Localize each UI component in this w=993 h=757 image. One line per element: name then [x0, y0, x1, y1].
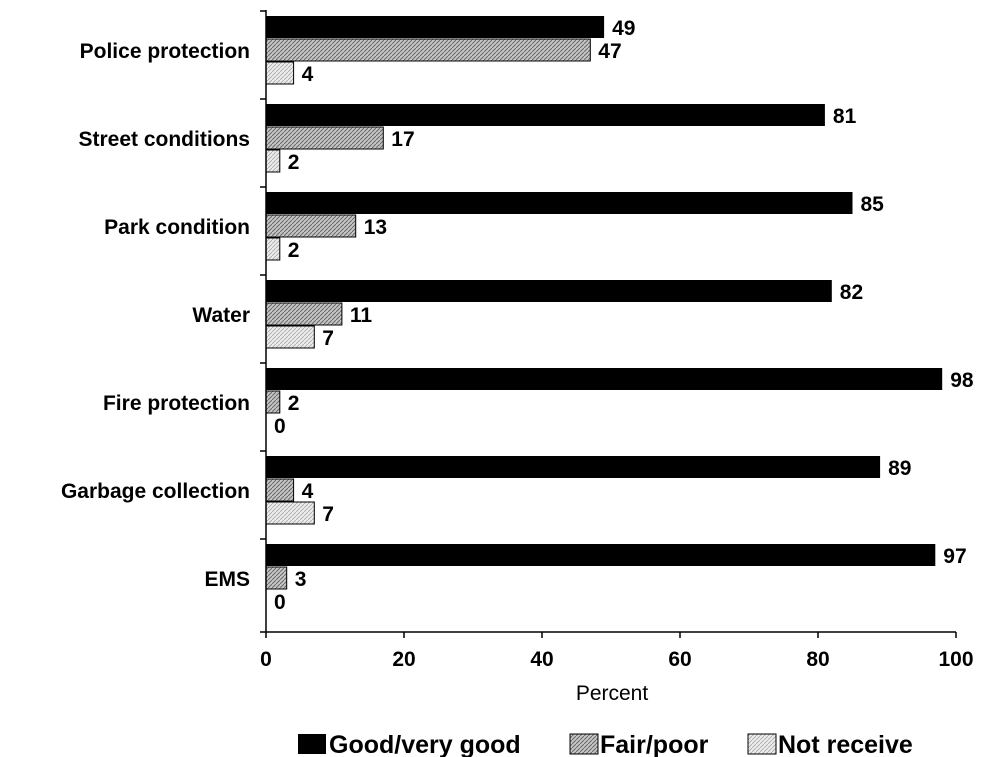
category-label-ems: EMS: [204, 568, 250, 591]
bar-fire-protection-good-very-good: [266, 368, 943, 390]
legend-label-good-very-good: Good/very good: [329, 731, 521, 757]
category-label-garbage-collection: Garbage collection: [61, 480, 250, 503]
x-tick-label-80: 80: [806, 648, 829, 671]
bar-street-conditions-not-receive: [265, 149, 281, 173]
data-label-water-fair-poor: 11: [350, 304, 373, 327]
category-label-fire-protection: Fire protection: [103, 392, 250, 415]
bar-ems-fair-poor: [265, 566, 288, 590]
data-label-ems-fair-poor: 3: [295, 568, 307, 591]
data-label-police-protection-not-receive: 4: [302, 63, 314, 86]
bar-police-protection-good-very-good: [266, 16, 605, 38]
x-tick-label-40: 40: [530, 648, 553, 671]
x-tick-label-0: 0: [260, 648, 272, 671]
bar-water-good-very-good: [266, 280, 832, 302]
data-label-fire-protection-fair-poor: 2: [288, 392, 300, 415]
bar-police-protection-fair-poor: [265, 38, 591, 62]
bar-garbage-collection-fair-poor: [265, 478, 295, 502]
legend-label-fair-poor: Fair/poor: [600, 731, 709, 757]
bars-layer: [265, 16, 943, 590]
legend: Good/very good Fair/poor Not receive: [298, 731, 913, 757]
legend-label-not-receive: Not receive: [778, 731, 913, 757]
data-label-fire-protection-not-receive: 0: [274, 415, 286, 438]
bar-police-protection-not-receive: [265, 61, 295, 85]
data-label-garbage-collection-good-very-good: 89: [888, 457, 911, 480]
data-label-ems-good-very-good: 97: [943, 545, 966, 568]
data-label-water-good-very-good: 82: [840, 281, 863, 304]
data-label-water-not-receive: 7: [322, 327, 334, 350]
data-label-street-conditions-not-receive: 2: [288, 151, 300, 174]
bar-fire-protection-fair-poor: [265, 390, 281, 414]
bar-water-fair-poor: [265, 302, 343, 326]
bar-street-conditions-fair-poor: [265, 126, 384, 150]
data-label-police-protection-good-very-good: 49: [612, 17, 635, 40]
legend-swatch-good-very-good: [298, 734, 326, 754]
data-label-garbage-collection-fair-poor: 4: [302, 480, 314, 503]
x-tick-label-20: 20: [392, 648, 415, 671]
bar-park-condition-not-receive: [265, 237, 281, 261]
x-axis-title: Percent: [576, 682, 649, 705]
x-tick-label-100: 100: [938, 648, 973, 671]
data-label-park-condition-fair-poor: 13: [364, 216, 387, 239]
category-label-police-protection: Police protection: [80, 40, 250, 63]
data-label-park-condition-not-receive: 2: [288, 239, 300, 262]
bar-garbage-collection-not-receive: [265, 501, 315, 525]
legend-swatch-fair-poor: [569, 733, 599, 755]
bar-park-condition-good-very-good: [266, 192, 853, 214]
bar-water-not-receive: [265, 325, 315, 349]
category-label-water: Water: [192, 304, 250, 327]
x-tick-label-60: 60: [668, 648, 691, 671]
category-label-park-condition: Park condition: [104, 216, 250, 239]
bar-street-conditions-good-very-good: [266, 104, 825, 126]
data-label-ems-not-receive: 0: [274, 591, 286, 614]
data-label-fire-protection-good-very-good: 98: [950, 369, 974, 392]
legend-swatch-not-receive: [747, 733, 777, 755]
data-label-park-condition-good-very-good: 85: [861, 193, 885, 216]
bar-park-condition-fair-poor: [265, 214, 357, 238]
category-label-street-conditions: Street conditions: [78, 128, 250, 151]
axes-layer: [260, 10, 957, 638]
data-label-street-conditions-good-very-good: 81: [833, 105, 857, 128]
data-label-police-protection-fair-poor: 47: [598, 40, 621, 63]
data-label-street-conditions-fair-poor: 17: [391, 128, 414, 151]
bar-ems-good-very-good: [266, 544, 936, 566]
bar-garbage-collection-good-very-good: [266, 456, 881, 478]
data-label-garbage-collection-not-receive: 7: [322, 503, 334, 526]
